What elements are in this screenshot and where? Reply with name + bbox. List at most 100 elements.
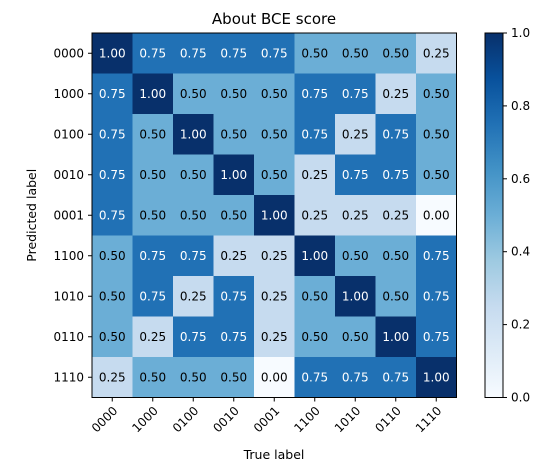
heatmap-cells [92, 33, 457, 398]
cell-label-0100-1000: 0.50 [139, 127, 166, 141]
cell-label-0000-1100: 0.50 [301, 46, 328, 60]
cell-label-1000-0000: 0.75 [99, 87, 126, 101]
cell-1000-1000 [132, 73, 174, 115]
cell-label-0100-1110: 0.50 [423, 127, 450, 141]
cell-label-0010-0001: 0.50 [261, 168, 288, 182]
cell-0100-0110 [375, 114, 417, 155]
cell-label-0010-1110: 0.50 [423, 168, 450, 182]
cell-1010-1110 [416, 276, 457, 317]
cell-label-0100-0000: 0.75 [99, 127, 126, 141]
cell-label-1110-1000: 0.50 [139, 370, 166, 384]
cell-1000-0000 [92, 73, 133, 115]
cell-0100-0100 [173, 114, 214, 155]
cell-label-0100-0001: 0.50 [261, 127, 288, 141]
cell-1100-1100 [294, 235, 336, 277]
x-tick-label-1000: 1000 [129, 404, 160, 435]
cell-1100-0110 [375, 235, 417, 277]
cell-label-0110-1110: 0.75 [423, 330, 450, 344]
cell-0000-1000 [132, 33, 174, 74]
cell-0110-1110 [416, 316, 457, 358]
y-tick-label-1110: 1110 [53, 370, 84, 384]
colorbar-tick-label-0.0: 0.0 [511, 391, 530, 405]
cell-label-1010-0010: 0.75 [220, 289, 247, 303]
cell-0000-0100 [173, 33, 214, 74]
cell-0001-0001 [254, 195, 295, 236]
cell-label-0001-1110: 0.00 [423, 208, 450, 222]
cell-label-0110-1010: 0.50 [342, 330, 369, 344]
cell-1110-0001 [254, 357, 295, 398]
cell-label-0010-1100: 0.25 [301, 168, 328, 182]
cell-1000-0001 [254, 73, 295, 115]
cell-1010-1010 [335, 276, 376, 317]
cell-label-0100-0010: 0.50 [220, 127, 247, 141]
cell-1010-0010 [213, 276, 255, 317]
cell-label-1110-1110: 1.00 [423, 370, 450, 384]
cell-0100-0010 [213, 114, 255, 155]
cell-label-1110-0100: 0.50 [180, 370, 207, 384]
cell-0100-0000 [92, 114, 133, 155]
x-tick-label-1110: 1110 [413, 404, 444, 435]
cell-0010-0000 [92, 154, 133, 196]
cell-label-0100-0100: 1.00 [180, 127, 207, 141]
cell-label-0001-0110: 0.25 [382, 208, 409, 222]
cell-label-0000-0010: 0.75 [220, 46, 247, 60]
cell-1110-1010 [335, 357, 376, 398]
cell-label-1110-0110: 0.75 [382, 370, 409, 384]
cell-label-1100-1100: 1.00 [301, 249, 328, 263]
cell-label-1100-0110: 0.50 [382, 249, 409, 263]
y-tick-label-1100: 1100 [53, 249, 84, 263]
cell-0010-1100 [294, 154, 336, 196]
cell-0110-0100 [173, 316, 214, 358]
y-tick-label-0000: 0000 [53, 46, 84, 60]
cell-0000-1010 [335, 33, 376, 74]
cell-1100-1000 [132, 235, 174, 277]
cell-1000-0110 [375, 73, 417, 115]
cell-label-0001-1000: 0.50 [139, 208, 166, 222]
cell-label-0010-1010: 0.75 [342, 168, 369, 182]
cell-0001-0000 [92, 195, 133, 236]
cell-label-1100-1110: 0.75 [423, 249, 450, 263]
cell-0110-0000 [92, 316, 133, 358]
cell-label-1000-0001: 0.50 [261, 87, 288, 101]
colorbar-gradient [484, 32, 504, 398]
cell-1000-1100 [294, 73, 336, 115]
cell-label-1000-1010: 0.75 [342, 87, 369, 101]
cell-label-1100-0001: 0.25 [261, 249, 288, 263]
cell-label-1110-0000: 0.25 [99, 370, 126, 384]
cell-label-0010-0100: 0.50 [180, 168, 207, 182]
cell-1100-0010 [213, 235, 255, 277]
colorbar: 0.0 0.2 0.4 0.6 0.8 1.0 [484, 26, 530, 405]
chart-title: About BCE score [212, 10, 336, 28]
cell-0000-0010 [213, 33, 255, 74]
cell-0010-0001 [254, 154, 295, 196]
cell-label-0001-1100: 0.25 [301, 208, 328, 222]
cell-0110-1010 [335, 316, 376, 358]
cell-1000-0010 [213, 73, 255, 115]
x-tick-label-1010: 1010 [332, 404, 363, 435]
cell-1100-0100 [173, 235, 214, 277]
cell-1110-1110 [416, 357, 457, 398]
cell-0100-1100 [294, 114, 336, 155]
cell-label-1010-0000: 0.50 [99, 289, 126, 303]
cell-label-0110-0100: 0.75 [180, 330, 207, 344]
cell-1000-1010 [335, 73, 376, 115]
cell-1110-0010 [213, 357, 255, 398]
cell-1100-0000 [92, 235, 133, 277]
cell-label-1100-0000: 0.50 [99, 249, 126, 263]
y-tick-label-1000: 1000 [53, 87, 84, 101]
cell-label-1100-0010: 0.25 [220, 249, 247, 263]
colorbar-tick-label-0.2: 0.2 [511, 318, 530, 332]
cell-0010-0010 [213, 154, 255, 196]
cell-label-0110-0010: 0.75 [220, 330, 247, 344]
cell-1110-0000 [92, 357, 133, 398]
cell-label-1010-1000: 0.75 [139, 289, 166, 303]
cell-label-0000-1110: 0.25 [423, 46, 450, 60]
cell-1010-0000 [92, 276, 133, 317]
cell-label-1000-0110: 0.25 [382, 87, 409, 101]
x-tick-label-1100: 1100 [291, 404, 322, 435]
y-axis: 0000 1000 0100 0010 0001 1100 1010 0110 1110 [53, 46, 92, 384]
cell-label-1110-1010: 0.75 [342, 370, 369, 384]
cell-0001-0100 [173, 195, 214, 236]
cell-label-1000-1000: 1.00 [139, 87, 166, 101]
cell-1100-1010 [335, 235, 376, 277]
